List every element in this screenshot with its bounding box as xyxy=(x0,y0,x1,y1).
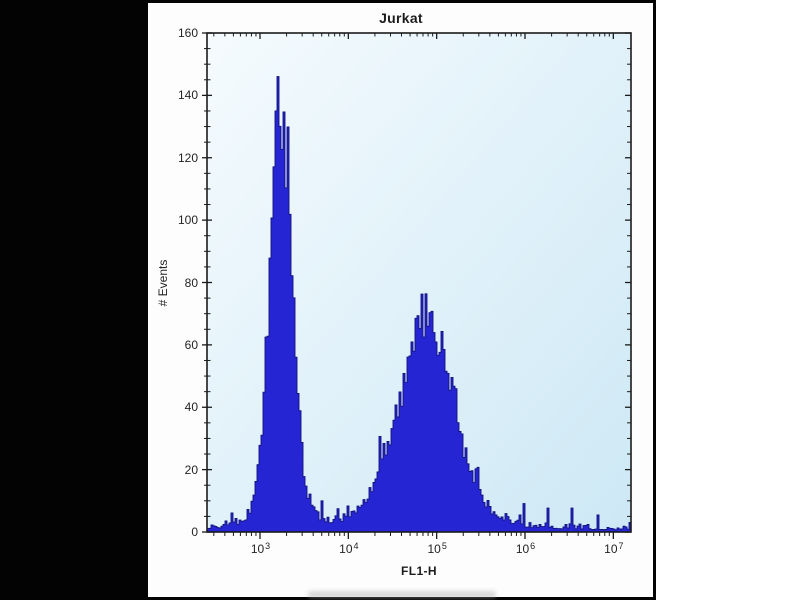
y-tick-label: 140 xyxy=(177,88,198,103)
y-tick-label: 60 xyxy=(184,337,198,352)
x-tick-label: 105 xyxy=(427,541,447,556)
y-tick-label: 160 xyxy=(177,26,198,40)
chart-title: Jurkat xyxy=(379,10,423,26)
histogram-series xyxy=(206,76,632,533)
y-tick-label: 20 xyxy=(184,462,198,477)
x-tick-label: 104 xyxy=(339,541,359,556)
plot-frame xyxy=(206,32,632,533)
y-tick-label: 80 xyxy=(184,275,198,290)
y-tick-label: 100 xyxy=(177,213,198,228)
x-tick-label: 107 xyxy=(604,541,624,556)
blurred-watermark xyxy=(308,591,496,598)
x-axis-title: FL1-H xyxy=(401,564,437,578)
y-tick-label: 0 xyxy=(191,525,198,539)
x-tick-label: 103 xyxy=(250,541,271,556)
y-tick-label: 120 xyxy=(177,150,198,165)
y-tick-label: 40 xyxy=(184,400,198,415)
x-tick-label: 106 xyxy=(515,541,536,556)
